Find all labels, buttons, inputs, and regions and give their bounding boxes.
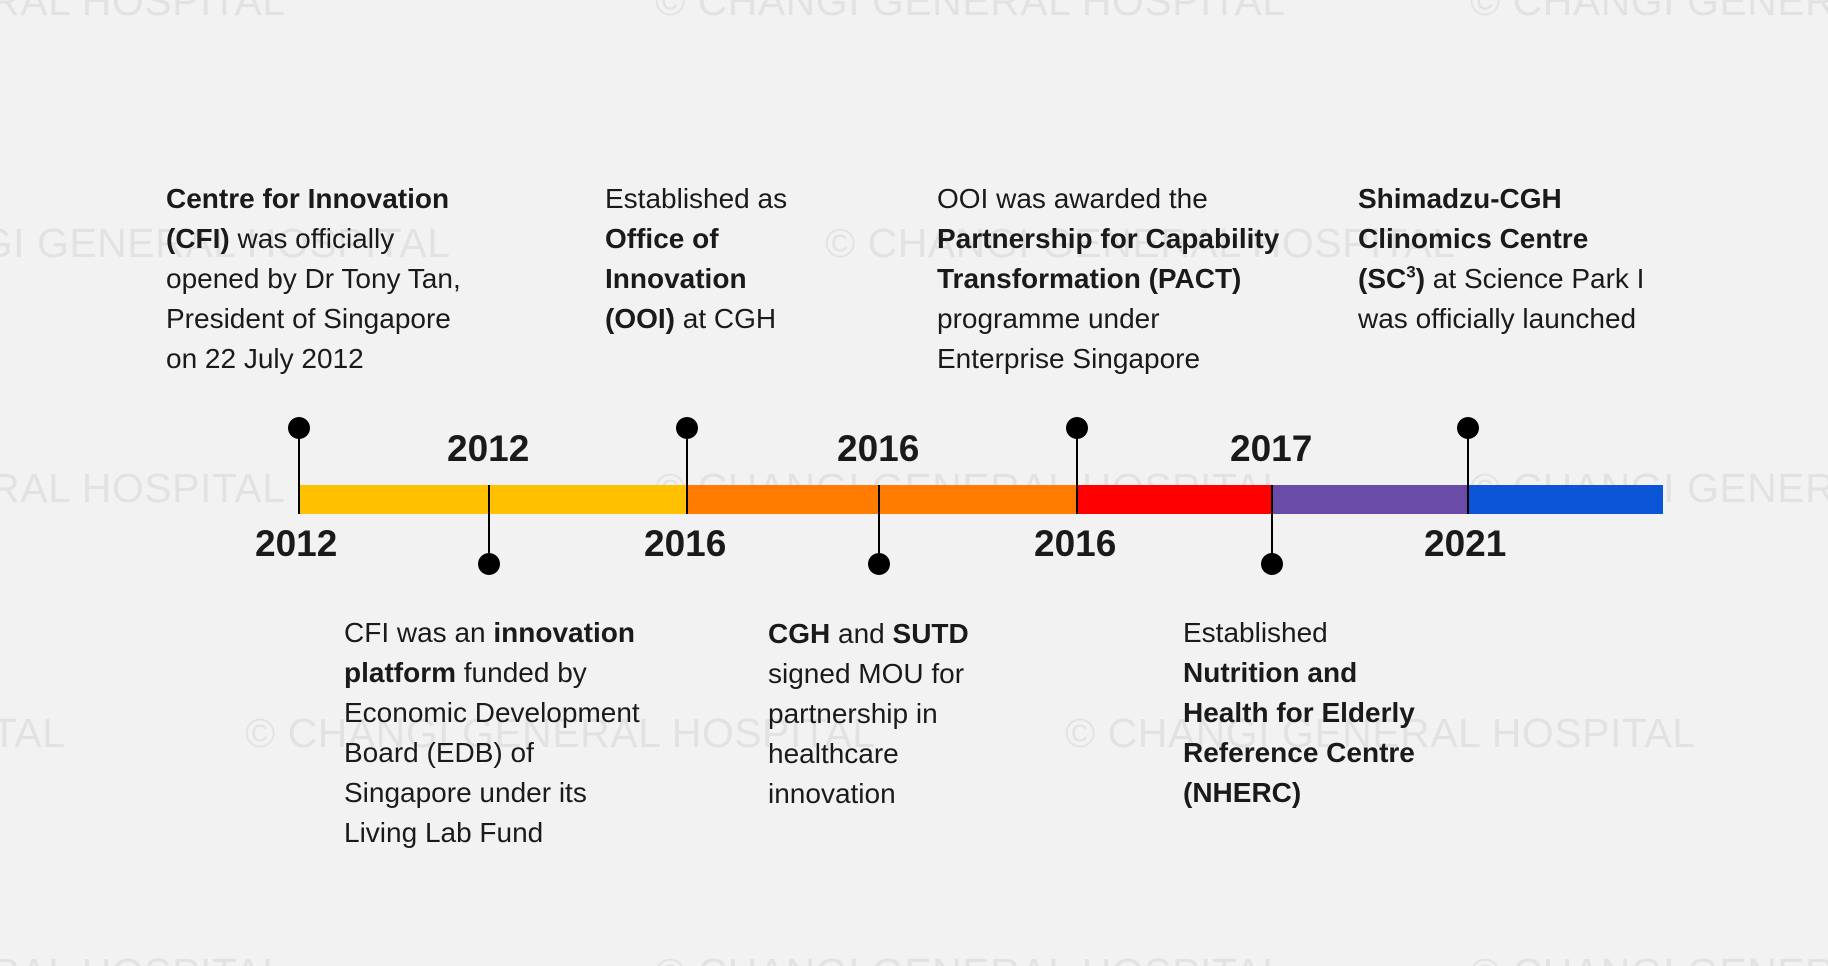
watermark: © CHANGI GENERAL HOSPITAL <box>0 950 286 966</box>
year-label: 2012 <box>447 428 530 469</box>
timeline-segment-4 <box>1272 485 1468 514</box>
event-description: Shimadzu-CGH Clinomics Centre (SC3) at S… <box>1358 183 1645 334</box>
year-label: 2016 <box>837 428 920 469</box>
event-description: Centre for Innovation (CFI) was official… <box>166 183 461 374</box>
marker-dot <box>1261 553 1283 575</box>
year-label: 2021 <box>1424 523 1507 564</box>
watermark: © CHANGI GENERAL HOSPITAL <box>655 950 1286 966</box>
event-description: CGH and SUTD signed MOU for partnership … <box>768 618 969 809</box>
marker-dot <box>868 553 890 575</box>
timeline-segment-3 <box>1077 485 1272 514</box>
marker-dot <box>1066 417 1088 439</box>
marker-dot <box>478 553 500 575</box>
year-label: 2016 <box>1034 523 1117 564</box>
event-description: Established as Office of Innovation (OOI… <box>605 183 788 334</box>
timeline-segment-5 <box>1468 485 1663 514</box>
watermark: © CHANGI GENERAL HOSPITAL <box>0 0 286 24</box>
marker-dot <box>288 417 310 439</box>
event-description: OOI was awarded the Partnership for Capa… <box>937 183 1280 374</box>
marker-stem <box>488 485 490 565</box>
timeline-segment-2 <box>687 485 1077 514</box>
year-label: 2012 <box>255 523 338 564</box>
marker-stem <box>298 428 300 514</box>
watermark: © CHANGI GENERAL HOSPITAL <box>0 465 286 511</box>
marker-stem <box>1271 485 1273 565</box>
year-label: 2017 <box>1230 428 1313 469</box>
watermark: © CHANGI GENERAL HOSPITAL <box>655 0 1286 24</box>
timeline-segment-1 <box>298 485 687 514</box>
marker-stem <box>878 485 880 565</box>
event-description: Established Nutrition and Health for Eld… <box>1183 617 1415 808</box>
marker-stem <box>1076 428 1078 514</box>
marker-stem <box>1467 428 1469 514</box>
marker-stem <box>686 428 688 514</box>
watermark: © CHANGI GENERAL HOSPITAL <box>1470 950 1828 966</box>
watermark: © CHANGI GENERAL HOSPITAL <box>1470 0 1828 24</box>
watermark: © CHANGI GENERAL HOSPITAL <box>0 710 66 756</box>
marker-dot <box>676 417 698 439</box>
marker-dot <box>1457 417 1479 439</box>
event-description: CFI was an innovation platform funded by… <box>344 617 640 848</box>
year-label: 2016 <box>644 523 727 564</box>
